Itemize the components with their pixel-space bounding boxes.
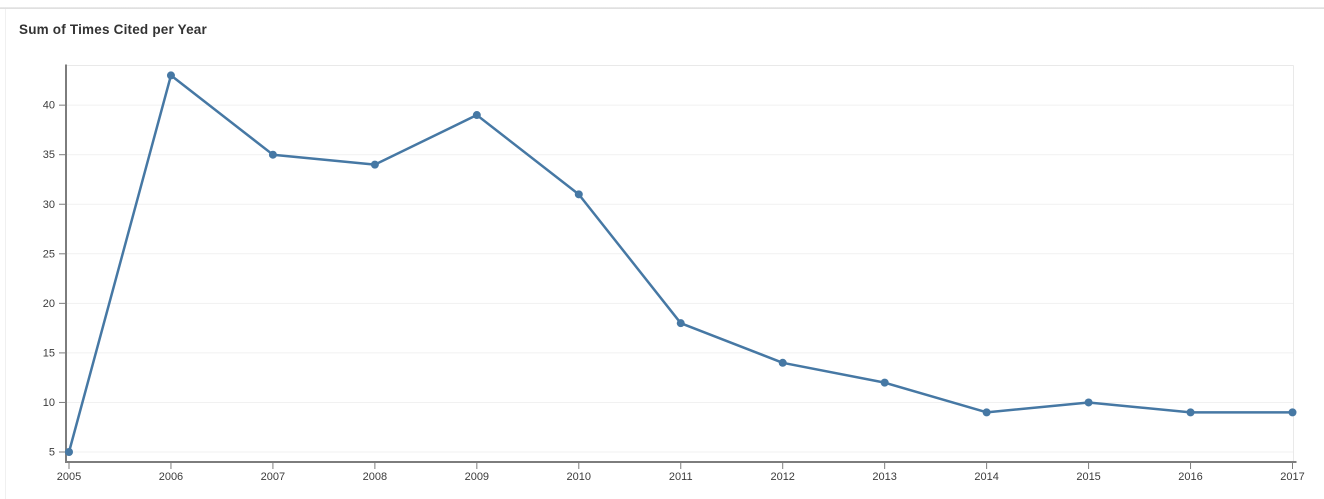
data-point-2009: [472, 111, 481, 120]
data-point-2016: [1186, 408, 1195, 417]
data-point-2015: [1084, 398, 1093, 407]
data-point-2008: [370, 160, 379, 169]
x-tick-label-2011: 2011: [669, 471, 693, 483]
panel-left-border: [5, 9, 6, 499]
data-point-2007: [268, 150, 277, 159]
x-tick-label-2015: 2015: [1076, 471, 1100, 483]
y-tick-label-15: 15: [43, 347, 55, 359]
y-tick-label-5: 5: [49, 447, 55, 459]
x-tick-label-2013: 2013: [872, 471, 896, 483]
x-tick-label-2006: 2006: [159, 471, 183, 483]
x-tick-label-2009: 2009: [465, 471, 489, 483]
x-tick-label-2007: 2007: [261, 471, 285, 483]
x-tick-label-2012: 2012: [770, 471, 794, 483]
x-tick-label-2017: 2017: [1280, 471, 1304, 483]
times-cited-line: [67, 74, 1294, 454]
y-tick-label-10: 10: [43, 397, 55, 409]
y-tick-label-20: 20: [43, 298, 55, 310]
y-tick-label-40: 40: [43, 100, 55, 112]
data-point-2006: [166, 71, 175, 80]
data-point-2013: [880, 378, 889, 387]
x-tick-label-2010: 2010: [567, 471, 591, 483]
y-tick-label-35: 35: [43, 149, 55, 161]
y-tick-label-30: 30: [43, 199, 55, 211]
x-tick-label-2016: 2016: [1178, 471, 1202, 483]
data-point-2010: [574, 190, 583, 199]
data-point-2005: [65, 448, 73, 456]
data-point-2014: [982, 408, 991, 417]
x-tick-label-2008: 2008: [363, 471, 387, 483]
chart-title: Sum of Times Cited per Year: [19, 22, 207, 37]
y-tick-label-25: 25: [43, 248, 55, 260]
x-tick-label-2014: 2014: [974, 471, 998, 483]
panel-top-border: [0, 7, 1324, 9]
x-tick-label-2005: 2005: [57, 471, 81, 483]
data-point-2012: [778, 358, 787, 367]
data-point-2017: [1288, 408, 1297, 417]
data-point-2011: [676, 319, 685, 328]
